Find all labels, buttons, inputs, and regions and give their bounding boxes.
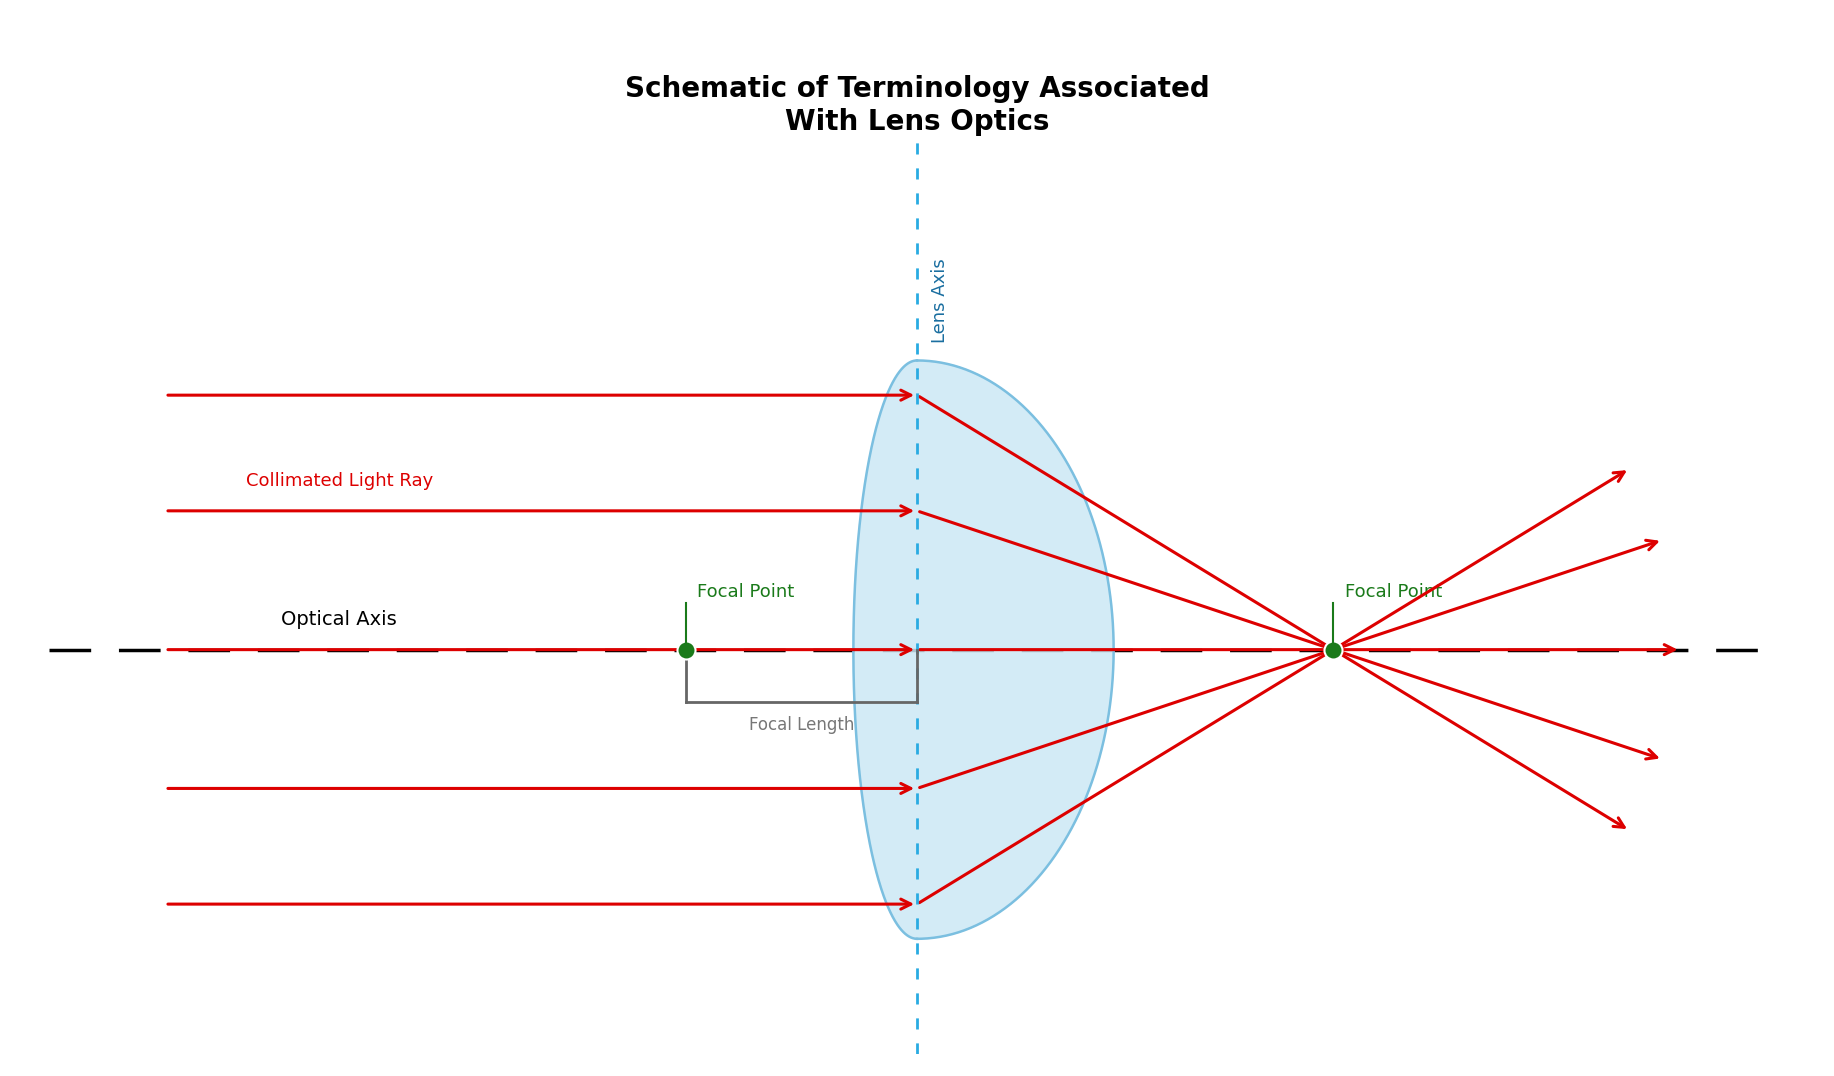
Text: Lens Axis: Lens Axis: [932, 258, 948, 343]
Text: Focal Point: Focal Point: [1344, 583, 1442, 601]
Text: Focal Point: Focal Point: [697, 583, 794, 601]
Text: Collimated Light Ray: Collimated Light Ray: [246, 472, 433, 490]
Text: Optical Axis: Optical Axis: [281, 610, 396, 628]
Polygon shape: [853, 360, 1113, 938]
Text: Focal Length: Focal Length: [748, 716, 855, 734]
Text: Schematic of Terminology Associated
With Lens Optics: Schematic of Terminology Associated With…: [625, 75, 1209, 136]
